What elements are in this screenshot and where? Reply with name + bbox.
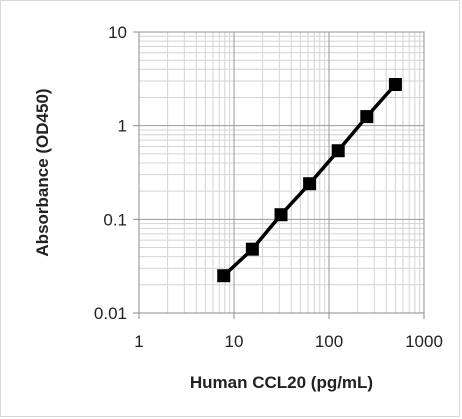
data-point-marker <box>303 177 317 191</box>
x-axis-tick-labels: 1 10 100 1000 <box>134 332 443 351</box>
x-tick-label: 10 <box>225 332 244 351</box>
data-point-marker <box>388 78 402 92</box>
x-tick-label: 100 <box>315 332 343 351</box>
x-tick-label: 1000 <box>405 332 443 351</box>
x-tick-label: 1 <box>134 332 143 351</box>
y-axis-title: Absorbance (OD450) <box>33 88 52 256</box>
data-point-marker <box>331 144 345 158</box>
y-axis-tick-labels: 0.01 0.1 1 10 <box>94 23 127 323</box>
plot-area-border <box>138 31 425 314</box>
data-series <box>217 78 402 283</box>
minor-gridlines <box>139 32 424 313</box>
y-tick-label: 10 <box>108 23 127 42</box>
major-gridlines <box>133 31 425 319</box>
data-point-marker <box>217 269 231 283</box>
y-tick-label: 0.1 <box>103 210 127 229</box>
data-point-marker <box>245 242 259 256</box>
data-point-marker <box>274 208 288 222</box>
y-tick-label: 0.01 <box>94 304 127 323</box>
x-axis-title: Human CCL20 (pg/mL) <box>190 373 373 392</box>
y-tick-label: 1 <box>118 117 127 136</box>
data-point-marker <box>360 110 374 124</box>
